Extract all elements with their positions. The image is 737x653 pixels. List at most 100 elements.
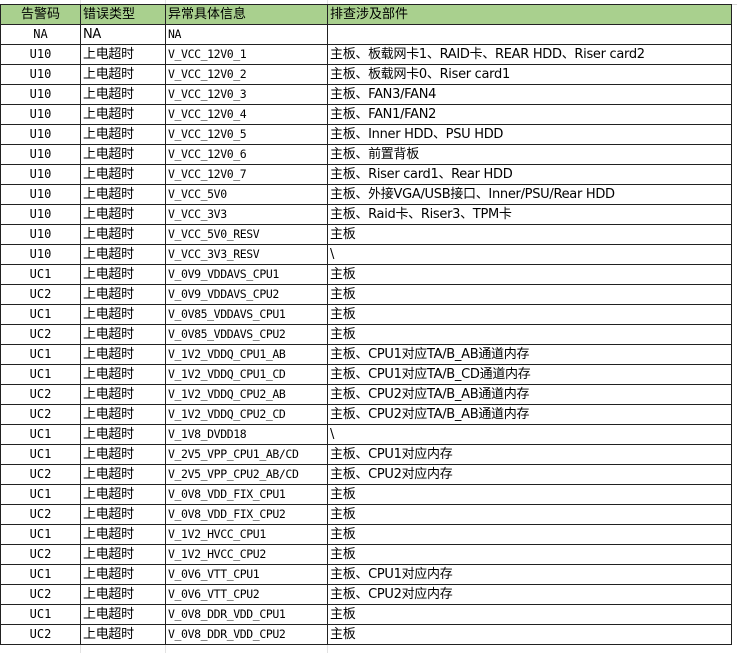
cell-components-to-check[interactable]: 主板、板载网卡0、Riser card1 [327,64,732,85]
cell-components-to-check[interactable]: 主板 [327,324,732,345]
cell-anomaly-detail[interactable]: V_1V2_VDDQ_CPU1_CD [165,364,328,385]
cell-alarm-code[interactable]: U10 [0,84,81,105]
cell-alarm-code[interactable]: UC2 [0,404,81,425]
cell-error-type[interactable]: 上电超时 [80,184,166,205]
header-components-to-check[interactable]: 排查涉及部件 [327,4,732,25]
cell-anomaly-detail[interactable]: V_1V2_HVCC_CPU2 [165,544,328,565]
cell-components-to-check[interactable]: 主板、CPU1对应内存 [327,564,732,585]
cell-components-to-check[interactable]: \ [327,244,732,265]
cell-error-type[interactable]: 上电超时 [80,364,166,385]
cell-anomaly-detail[interactable]: V_1V2_VDDQ_CPU2_AB [165,384,328,405]
cell-components-to-check[interactable]: 主板 [327,304,732,325]
cell-components-to-check[interactable]: \ [327,424,732,445]
cell-anomaly-detail[interactable]: V_0V8_VDD_FIX_CPU2 [165,504,328,525]
cell-alarm-code[interactable]: UC1 [0,364,81,385]
cell-anomaly-detail[interactable]: V_0V6_VTT_CPU2 [165,584,328,605]
cell-error-type[interactable]: 上电超时 [80,204,166,225]
cell-components-to-check[interactable]: 主板 [327,624,732,645]
cell-components-to-check[interactable]: 主板 [327,484,732,505]
cell-alarm-code[interactable]: UC2 [0,544,81,565]
cell-error-type[interactable]: 上电超时 [80,584,166,605]
cell-alarm-code[interactable]: U10 [0,64,81,85]
cell-components-to-check[interactable]: 主板、Raid卡、Riser3、TPM卡 [327,204,732,225]
cell-anomaly-detail[interactable]: V_1V2_HVCC_CPU1 [165,524,328,545]
cell-anomaly-detail[interactable]: V_2V5_VPP_CPU1_AB/CD [165,444,328,465]
cell-alarm-code[interactable]: UC2 [0,384,81,405]
cell-alarm-code[interactable]: U10 [0,164,81,185]
cell-anomaly-detail[interactable]: V_VCC_3V3_RESV [165,244,328,265]
cell-alarm-code[interactable]: UC2 [0,584,81,605]
cell-components-to-check[interactable]: 主板、Riser card1、Rear HDD [327,164,732,185]
cell-anomaly-detail[interactable]: V_1V2_VDDQ_CPU2_CD [165,404,328,425]
cell-components-to-check[interactable]: 主板、CPU1对应TA/B_CD通道内存 [327,364,732,385]
cell-alarm-code[interactable]: UC1 [0,444,81,465]
cell-anomaly-detail[interactable]: V_0V8_DDR_VDD_CPU1 [165,604,328,625]
cell-components-to-check[interactable]: 主板、CPU1对应内存 [327,444,732,465]
cell-anomaly-detail[interactable]: V_VCC_5V0 [165,184,328,205]
cell-components-to-check[interactable]: 主板、前置背板 [327,144,732,165]
cell-anomaly-detail[interactable]: V_VCC_12V0_2 [165,64,328,85]
cell-error-type[interactable]: 上电超时 [80,324,166,345]
cell-alarm-code[interactable]: UC2 [0,324,81,345]
cell-components-to-check[interactable]: 主板 [327,524,732,545]
cell-anomaly-detail[interactable]: NA [165,24,328,45]
cell-components-to-check[interactable]: 主板、CPU2对应内存 [327,464,732,485]
cell-alarm-code[interactable]: U10 [0,144,81,165]
cell-alarm-code[interactable]: UC1 [0,524,81,545]
cell-components-to-check[interactable]: 主板、CPU1对应TA/B_AB通道内存 [327,344,732,365]
cell-error-type[interactable]: 上电超时 [80,484,166,505]
cell-error-type[interactable]: 上电超时 [80,404,166,425]
cell-anomaly-detail[interactable]: V_0V9_VDDAVS_CPU1 [165,264,328,285]
cell-components-to-check[interactable]: 主板 [327,544,732,565]
cell-components-to-check[interactable]: 主板、外接VGA/USB接口、Inner/PSU/Rear HDD [327,184,732,205]
cell-error-type[interactable]: 上电超时 [80,344,166,365]
cell-alarm-code[interactable]: U10 [0,124,81,145]
cell-alarm-code[interactable]: UC2 [0,624,81,645]
cell-components-to-check[interactable]: 主板、CPU2对应TA/B_AB通道内存 [327,404,732,425]
cell-anomaly-detail[interactable]: V_VCC_12V0_7 [165,164,328,185]
cell-components-to-check[interactable]: 主板 [327,264,732,285]
cell-error-type[interactable]: 上电超时 [80,224,166,245]
cell-anomaly-detail[interactable]: V_1V2_VDDQ_CPU1_AB [165,344,328,365]
cell-error-type[interactable]: 上电超时 [80,384,166,405]
cell-error-type[interactable]: 上电超时 [80,504,166,525]
cell-alarm-code[interactable]: U10 [0,204,81,225]
cell-alarm-code[interactable]: UC1 [0,484,81,505]
cell-alarm-code[interactable]: UC2 [0,504,81,525]
cell-components-to-check[interactable]: 主板 [327,224,732,245]
cell-alarm-code[interactable]: UC1 [0,424,81,445]
cell-anomaly-detail[interactable]: V_0V8_DDR_VDD_CPU2 [165,624,328,645]
header-anomaly-detail[interactable]: 异常具体信息 [165,4,328,25]
cell-components-to-check[interactable]: 主板 [327,284,732,305]
cell-anomaly-detail[interactable]: V_1V8_DVDD18 [165,424,328,445]
cell-error-type[interactable]: NA [80,24,166,45]
cell-alarm-code[interactable]: UC1 [0,264,81,285]
cell-alarm-code[interactable]: UC2 [0,464,81,485]
cell-components-to-check[interactable]: 主板、CPU2对应内存 [327,584,732,605]
cell-error-type[interactable]: 上电超时 [80,284,166,305]
cell-components-to-check[interactable] [327,24,732,45]
cell-error-type[interactable]: 上电超时 [80,624,166,645]
cell-error-type[interactable]: 上电超时 [80,264,166,285]
cell-error-type[interactable]: 上电超时 [80,104,166,125]
cell-components-to-check[interactable]: 主板 [327,604,732,625]
cell-alarm-code[interactable]: UC2 [0,284,81,305]
cell-alarm-code[interactable]: U10 [0,244,81,265]
cell-error-type[interactable]: 上电超时 [80,244,166,265]
cell-error-type[interactable]: 上电超时 [80,304,166,325]
cell-alarm-code[interactable]: U10 [0,104,81,125]
cell-alarm-code[interactable]: U10 [0,224,81,245]
cell-error-type[interactable]: 上电超时 [80,464,166,485]
cell-components-to-check[interactable]: 主板、FAN1/FAN2 [327,104,732,125]
cell-components-to-check[interactable]: 主板、板载网卡1、RAID卡、REAR HDD、Riser card2 [327,44,732,65]
cell-error-type[interactable]: 上电超时 [80,544,166,565]
cell-anomaly-detail[interactable]: V_VCC_12V0_5 [165,124,328,145]
cell-anomaly-detail[interactable]: V_VCC_3V3 [165,204,328,225]
cell-alarm-code[interactable]: UC1 [0,564,81,585]
header-alarm-code[interactable]: 告警码 [0,4,81,25]
cell-anomaly-detail[interactable]: V_0V85_VDDAVS_CPU2 [165,324,328,345]
cell-error-type[interactable]: 上电超时 [80,124,166,145]
cell-alarm-code[interactable]: U10 [0,184,81,205]
cell-anomaly-detail[interactable]: V_VCC_12V0_4 [165,104,328,125]
cell-alarm-code[interactable]: UC1 [0,344,81,365]
